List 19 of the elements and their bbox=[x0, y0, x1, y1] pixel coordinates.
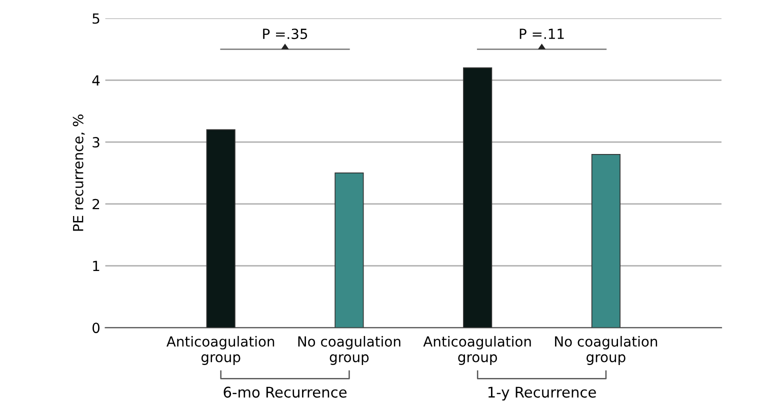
x-tick-label: Anticoagulation group bbox=[423, 336, 531, 365]
y-tick-label: 2 bbox=[92, 198, 100, 210]
bar bbox=[591, 154, 621, 328]
bar bbox=[334, 172, 364, 328]
x-tick-label: No coagulation group bbox=[298, 336, 400, 365]
y-tick-label: 5 bbox=[92, 13, 100, 24]
x-tick-label: Anticoagulation group bbox=[166, 336, 274, 365]
y-tick-label: 3 bbox=[92, 137, 100, 148]
text: 1-y Recurrence bbox=[488, 386, 596, 401]
y-tick-label: 0 bbox=[92, 322, 100, 334]
y-tick-label: 1 bbox=[93, 260, 100, 272]
y-tick-label: 4 bbox=[92, 75, 100, 86]
text: 6-mo Recurrence bbox=[224, 386, 347, 398]
bar bbox=[463, 67, 492, 328]
x-tick-label: No coagulation group bbox=[555, 336, 658, 365]
y-axis-title: PE recurrence, % bbox=[72, 114, 85, 231]
annotation: P =.11 bbox=[520, 28, 564, 39]
annotation: P =.35 bbox=[263, 28, 308, 40]
bar bbox=[206, 129, 236, 328]
